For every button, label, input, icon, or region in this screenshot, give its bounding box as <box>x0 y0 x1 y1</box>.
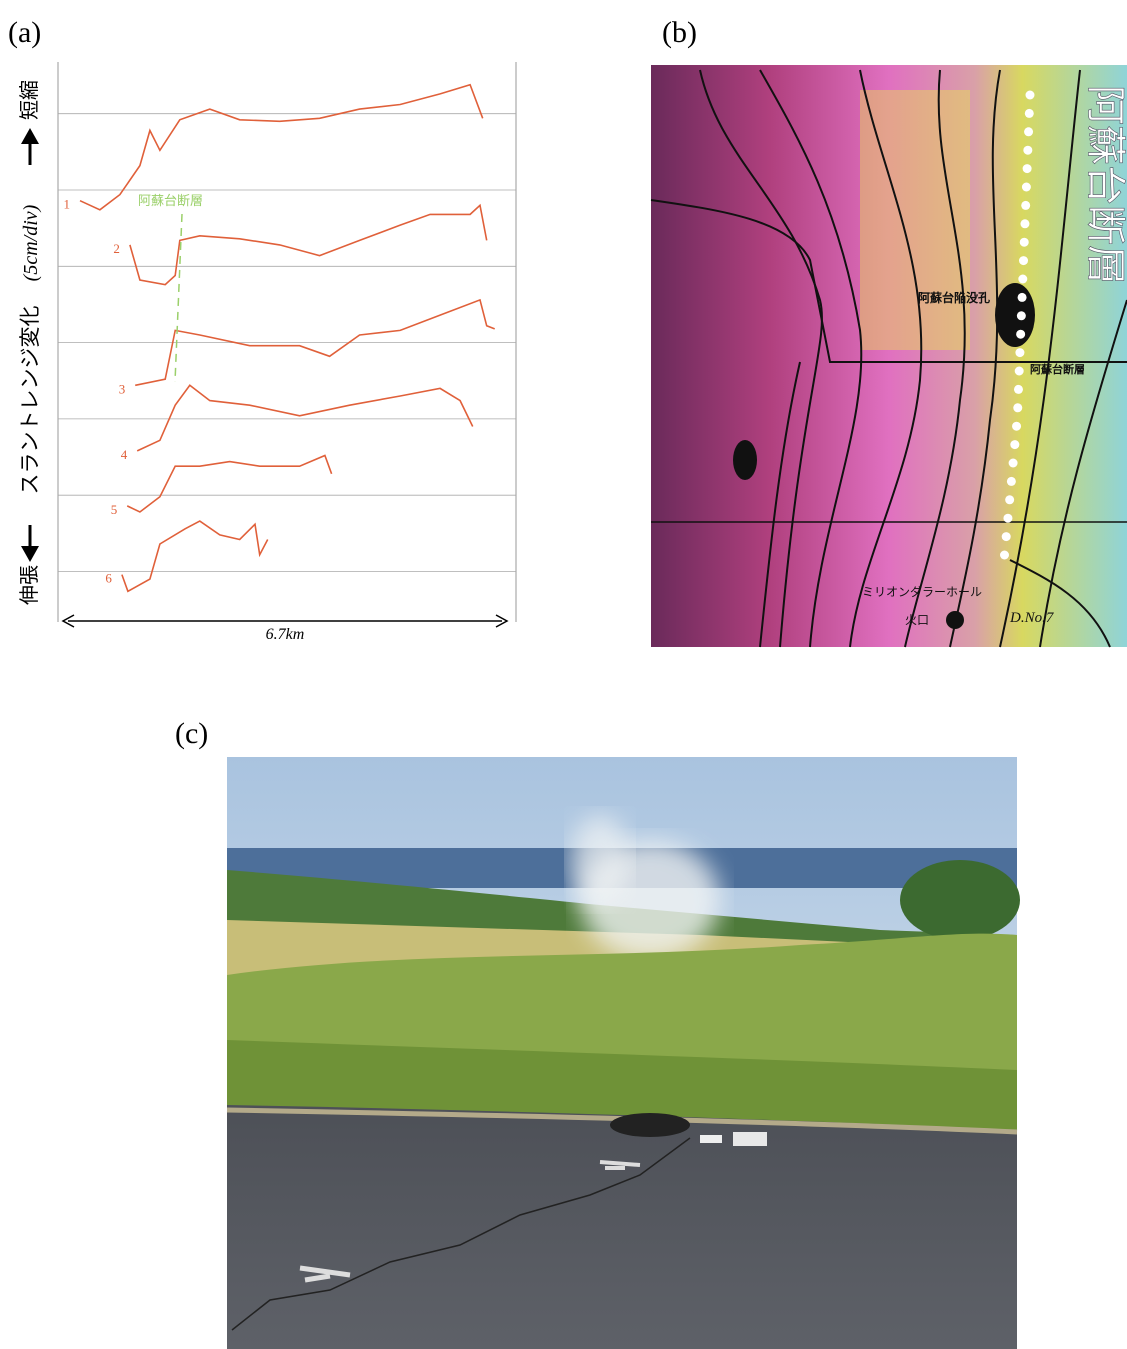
fault-dot <box>1024 108 1034 118</box>
y-label-unit: (5cm/div) <box>20 204 42 281</box>
profile-line <box>135 298 495 387</box>
bag <box>610 1113 690 1137</box>
fault-dot <box>1005 495 1015 505</box>
fault-dot <box>1012 421 1022 431</box>
profile-label: 3 <box>119 381 126 396</box>
profile-line <box>126 454 333 513</box>
trees <box>900 860 1020 940</box>
fault-dot <box>1014 366 1024 376</box>
fault-dot <box>1025 90 1035 100</box>
hole-label: ミリオンダラーホール <box>862 584 982 599</box>
map: 阿蘇台陥没孔 阿蘇台断層 ミリオンダラーホール 火口 D.No.7 阿蘇台断層 <box>650 65 1127 648</box>
panel-label: (c) <box>175 717 208 750</box>
well-label: D.No.7 <box>1009 610 1055 626</box>
fault-dot <box>1018 274 1028 284</box>
crack <box>231 1137 691 1331</box>
arrow-head <box>21 546 39 562</box>
photo <box>226 757 1020 1349</box>
fault-dot <box>1003 513 1013 523</box>
paper <box>700 1135 722 1143</box>
panel-label: (a) <box>8 16 41 49</box>
x-label: 6.7km <box>266 626 305 643</box>
panel-label: (b) <box>662 16 697 49</box>
fault-dot <box>1019 256 1029 266</box>
profile-label: 2 <box>113 241 120 256</box>
crater-label: 火口 <box>905 613 929 627</box>
fault-small-label: 阿蘇台断層 <box>1030 362 1085 376</box>
profile-label: 4 <box>121 447 128 462</box>
road <box>227 1105 1017 1349</box>
fault-dot <box>1021 200 1031 210</box>
fault-dot <box>1001 532 1011 542</box>
profile-line <box>136 384 474 452</box>
fault-dot <box>1020 219 1030 229</box>
pit-label: 阿蘇台陥没孔 <box>918 290 990 305</box>
profile-label: 5 <box>111 502 118 517</box>
map-background <box>651 65 1127 647</box>
fault-dot <box>1010 440 1020 450</box>
arrow-head <box>495 614 509 628</box>
arrow-head <box>61 614 75 628</box>
y-label-main: スラントレンジ変化 <box>18 306 42 495</box>
arrow-head <box>21 128 39 144</box>
pit-marker <box>995 283 1035 347</box>
profile-line <box>79 83 484 211</box>
box <box>733 1132 767 1146</box>
steam <box>570 815 630 905</box>
profile-chart: 1 2 3 4 5 6 <box>57 62 517 622</box>
y-label-low: 伸張 <box>17 565 41 605</box>
profile-line <box>129 203 488 286</box>
fault-dot <box>1006 476 1016 486</box>
fault-dot <box>1016 311 1026 321</box>
crater-marker <box>946 611 964 629</box>
fault-dot <box>1013 403 1023 413</box>
x-axis: 6.7km <box>61 614 509 643</box>
profile-label: 6 <box>105 571 112 586</box>
grass-lower <box>227 1040 1017 1130</box>
fault-dot <box>1022 164 1032 174</box>
fault-dot <box>1013 384 1023 394</box>
fault-dot <box>1023 145 1033 155</box>
fault-dot <box>1000 550 1009 560</box>
profile-label: 1 <box>63 197 70 212</box>
y-axis-label: 伸張 スラントレンジ変化 (5cm/div) 短縮 <box>17 80 42 605</box>
map-patch <box>860 90 970 350</box>
fault-dot <box>1019 237 1029 247</box>
fault-dots <box>1000 90 1035 560</box>
paint-mark <box>299 1265 351 1283</box>
fault-dot <box>1024 127 1034 137</box>
fault-line <box>174 213 183 383</box>
map-marker <box>733 440 757 480</box>
fault-large-label: 阿蘇台断層 <box>1082 85 1127 285</box>
y-label-high: 短縮 <box>17 80 41 120</box>
map-lines <box>650 69 1127 648</box>
fault-annotation: 阿蘇台断層 <box>138 193 203 209</box>
paint-mark <box>599 1160 641 1170</box>
fault-dot <box>1016 329 1026 339</box>
fault-dot <box>1008 458 1018 468</box>
fault-dot <box>1021 182 1031 192</box>
fault-dot <box>1015 348 1025 358</box>
profile-line <box>121 520 269 593</box>
fault-dot <box>1017 292 1027 302</box>
